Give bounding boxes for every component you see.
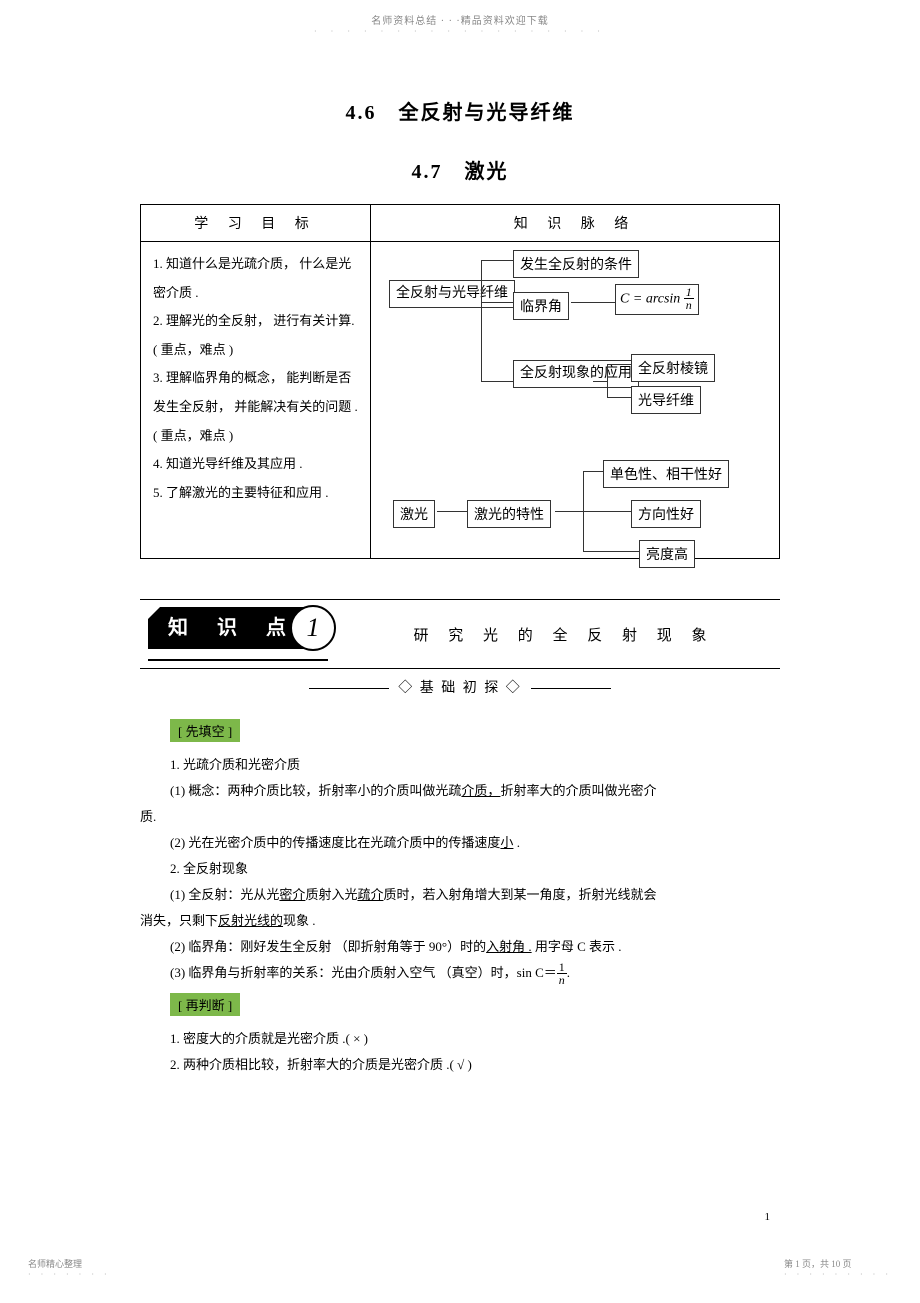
diagram-line — [583, 471, 603, 472]
fb-p7a: (3) 临界角与折射率的关系：光由介质射入空气 （真空）时，sin C＝ — [170, 965, 557, 980]
obj-header-right: 知 识 脉 络 — [371, 205, 780, 242]
chapter-title-1: 4.6 全反射与光导纤维 — [140, 96, 780, 125]
fb-p6a: (2) 临界角：刚好发生全反射 （即折射角等于 90°）时的 — [170, 939, 486, 954]
fb-p3u: 小 — [500, 835, 513, 850]
fb-p3b: . — [513, 835, 520, 850]
diagram-line — [583, 511, 631, 512]
footer-left-dots: · · · · · · · — [28, 1270, 111, 1279]
fb-p2u: 介质， — [461, 783, 500, 798]
badge-number: 1 — [290, 605, 336, 651]
fb-p6: (2) 临界角：刚好发生全反射 （即折射角等于 90°）时的入射角 . 用字母 … — [140, 934, 780, 960]
footer-right-text: 第 1 页，共 10 页 — [784, 1257, 892, 1270]
obj-item-5: 5. 了解激光的主要特征和应用 . — [153, 479, 358, 508]
header-note: 名师资料总结 · · ·精品资料欢迎下载 — [0, 0, 920, 27]
diagram-line — [607, 397, 631, 398]
diagram-node-root1: 全反射与光导纤维 — [389, 280, 515, 308]
fb-p2c: 质. — [140, 804, 780, 830]
badge-label: 知 识 点 — [148, 607, 312, 649]
fb-p5u3: 反射光线的 — [218, 913, 283, 928]
knowledge-badge: 知 识 点 1 — [148, 607, 348, 661]
formula-den: n — [684, 299, 694, 311]
judge-1: 1. 密度大的介质就是光密介质 .( × ) — [140, 1026, 780, 1052]
objectives-table: 学 习 目 标 知 识 脉 络 1. 知道什么是光疏介质， 什么是光密介质 . … — [140, 204, 780, 559]
diagram-node-critical: 临界角 — [513, 292, 569, 320]
diagram-line — [437, 511, 467, 512]
fb-p5c: 质时，若入射角增大到某一角度，折射光线就会 — [383, 887, 656, 902]
obj-left-cell: 1. 知道什么是光疏介质， 什么是光密介质 . 2. 理解光的全反射， 进行有关… — [141, 242, 371, 559]
fb-p5a: (1) 全反射：光从光 — [170, 887, 279, 902]
obj-item-3: 3. 理解临界角的概念， 能判断是否发生全反射， 并能解决有关的问题 .( 重点… — [153, 364, 358, 450]
diagram-line — [583, 551, 639, 552]
divider-line-right — [531, 688, 611, 689]
fb-p7-num: 1 — [557, 961, 567, 974]
badge-underline — [148, 659, 328, 661]
diagram-line — [607, 364, 608, 398]
diagram-node-laser-prop: 激光的特性 — [467, 500, 551, 528]
divider-text: ◇ 基 础 初 探 ◇ — [398, 681, 522, 696]
diagram-line — [593, 381, 607, 382]
knowledge-point-title: 研 究 光 的 全 反 射 现 象 — [348, 624, 780, 645]
badge-corner — [148, 607, 160, 619]
footer-right: 第 1 页，共 10 页 · · · · · · · · · — [784, 1257, 892, 1279]
fb-p5-cont: 消失，只剩下反射光线的现象 . — [140, 908, 780, 934]
fb-p2: (1) 概念：两种介质比较，折射率小的介质叫做光疏介质，折射率大的介质叫做光密介 — [140, 778, 780, 804]
formula-frac: 1 n — [684, 286, 694, 311]
fb-p5u2: 疏介 — [357, 887, 383, 902]
obj-item-1: 1. 知道什么是光疏介质， 什么是光密介质 . — [153, 250, 358, 307]
main-content: 4.6 全反射与光导纤维 4.7 激光 学 习 目 标 知 识 脉 络 1. 知… — [0, 36, 920, 1118]
fb-p5: (1) 全反射：光从光密介质射入光疏介质时，若入射角增大到某一角度，折射光线就会 — [140, 882, 780, 908]
diagram-line — [607, 364, 631, 365]
fb-p5u1: 密介 — [279, 887, 305, 902]
diagram-line — [481, 302, 513, 303]
diagram-line — [481, 260, 513, 261]
fb-p1: 1. 光疏介质和光密介质 — [140, 752, 780, 778]
judge-tag: [ 再判断 ] — [170, 993, 240, 1016]
fb-p7: (3) 临界角与折射率的关系：光由介质射入空气 （真空）时，sin C＝1n. — [140, 960, 780, 987]
obj-header-left: 学 习 目 标 — [141, 205, 371, 242]
page-number: 1 — [765, 1211, 771, 1223]
diagram-node-bright: 亮度高 — [639, 540, 695, 568]
fb-p2a: (1) 概念：两种介质比较，折射率小的介质叫做光疏 — [170, 783, 461, 798]
chapter-title-2: 4.7 激光 — [140, 155, 780, 184]
section-divider: ◇ 基 础 初 探 ◇ — [140, 677, 780, 697]
fb-p6u: 入射角 . — [486, 939, 532, 954]
footer-left-text: 名师精心整理 — [28, 1257, 111, 1270]
judge-2: 2. 两种介质相比较，折射率大的介质是光密介质 .( √ ) — [140, 1052, 780, 1078]
fb-p7-den: n — [557, 974, 567, 986]
header-dots: · · · · · · · · · · · · · · · · · · — [0, 27, 920, 36]
obj-item-4: 4. 知道光导纤维及其应用 . — [153, 450, 358, 479]
diagram-node-condition: 发生全反射的条件 — [513, 250, 639, 278]
fb-p3: (2) 光在光密介质中的传播速度比在光疏介质中的传播速度小 . — [140, 830, 780, 856]
footer-left: 名师精心整理 · · · · · · · — [28, 1257, 111, 1279]
diagram-node-laser: 激光 — [393, 500, 435, 528]
diagram-line — [481, 260, 482, 382]
diagram-node-direction: 方向性好 — [631, 500, 701, 528]
diagram-node-formula: C = arcsin 1 n — [615, 284, 699, 315]
diagram-node-prism: 全反射棱镜 — [631, 354, 715, 382]
obj-item-2: 2. 理解光的全反射， 进行有关计算.( 重点，难点 ) — [153, 307, 358, 364]
obj-right-cell: 全反射与光导纤维 发生全反射的条件 临界角 C = arcsin 1 n 全反射… — [371, 242, 780, 559]
fb-p7-frac: 1n — [557, 961, 567, 986]
diagram-line — [571, 302, 615, 303]
fill-blank-tag: [ 先填空 ] — [170, 719, 240, 742]
footer-right-dots: · · · · · · · · · — [784, 1270, 892, 1279]
fb-p5b: 质射入光 — [305, 887, 357, 902]
fb-p2b: 折射率大的介质叫做光密介 — [500, 783, 656, 798]
diagram-line — [555, 511, 583, 512]
fb-p5d: 消失，只剩下 — [140, 913, 218, 928]
divider-line-left — [309, 688, 389, 689]
fb-p7b: . — [567, 965, 570, 980]
knowledge-point-row: 知 识 点 1 研 究 光 的 全 反 射 现 象 — [140, 599, 780, 669]
fb-p4: 2. 全反射现象 — [140, 856, 780, 882]
diagram-node-mono: 单色性、相干性好 — [603, 460, 729, 488]
diagram-node-fiber: 光导纤维 — [631, 386, 701, 414]
fb-p6b: 用字母 C 表示 . — [532, 939, 622, 954]
knowledge-diagram: 全反射与光导纤维 发生全反射的条件 临界角 C = arcsin 1 n 全反射… — [383, 250, 767, 550]
formula-text: C = arcsin — [620, 292, 680, 307]
fb-p5e: 现象 . — [283, 913, 316, 928]
fb-p3a: (2) 光在光密介质中的传播速度比在光疏介质中的传播速度 — [170, 835, 500, 850]
diagram-line — [481, 381, 513, 382]
